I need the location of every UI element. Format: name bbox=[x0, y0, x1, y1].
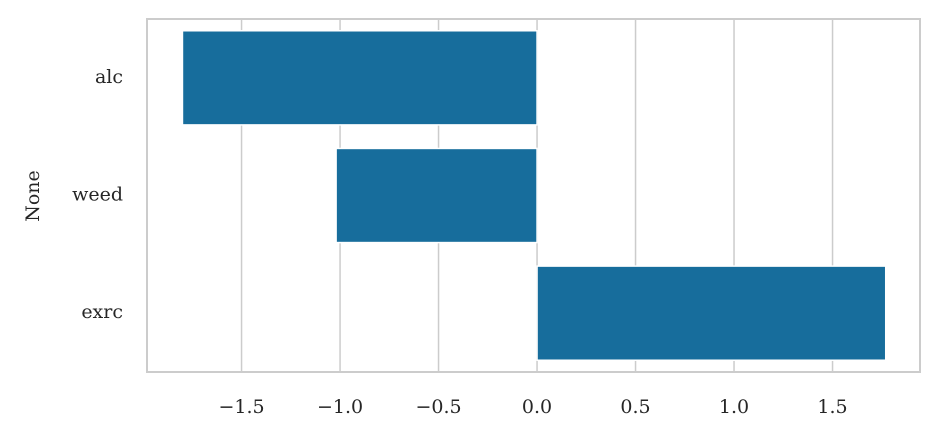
x-tick-label: 0.5 bbox=[620, 396, 650, 418]
y-axis-label: None bbox=[22, 170, 44, 222]
x-tick-label: 1.5 bbox=[817, 396, 847, 418]
y-tick-label: alc bbox=[95, 66, 123, 88]
x-tick-label: −0.5 bbox=[415, 396, 461, 418]
x-tick-label: 1.0 bbox=[719, 396, 749, 418]
x-tick-label: 0.0 bbox=[522, 396, 552, 418]
bar bbox=[181, 30, 538, 126]
x-tick-label: −1.5 bbox=[218, 396, 264, 418]
x-tick-label: −1.0 bbox=[317, 396, 363, 418]
y-tick-label: exrc bbox=[81, 301, 123, 323]
plot-frame bbox=[146, 18, 921, 373]
y-tick-label: weed bbox=[72, 184, 123, 206]
bar bbox=[335, 147, 538, 244]
bar bbox=[536, 265, 887, 361]
